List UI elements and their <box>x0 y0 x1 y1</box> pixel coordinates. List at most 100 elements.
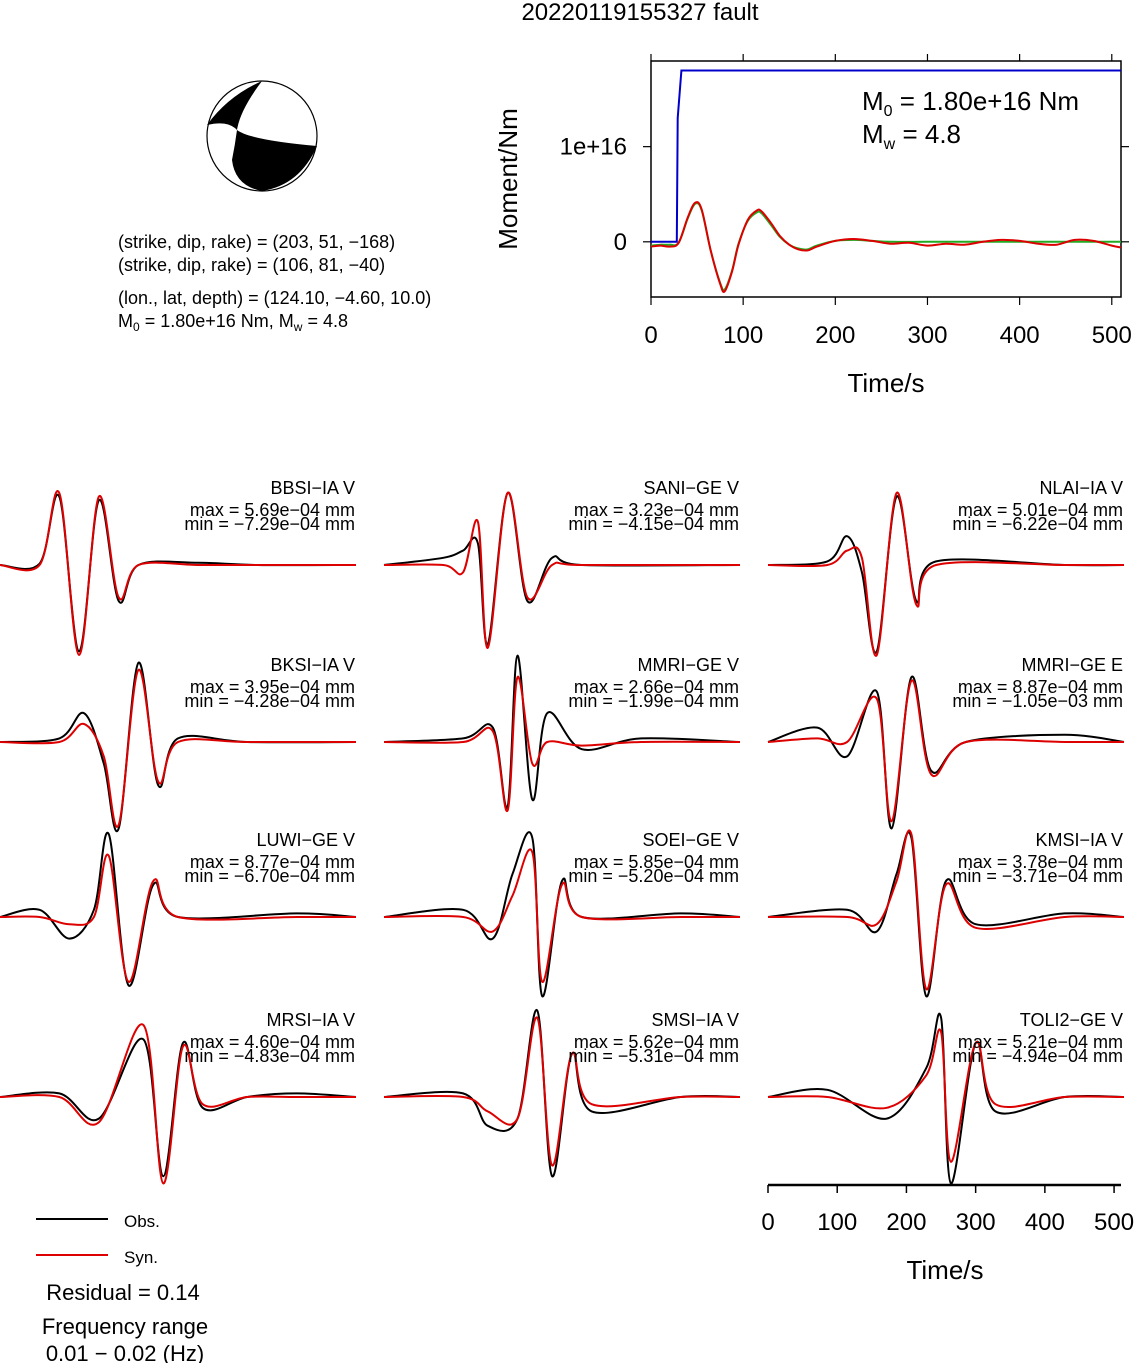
station-min: min = −4.15e−04 mm <box>568 514 739 534</box>
moment-magnitude-line: M0 = 1.80e+16 Nm, Mw = 4.8 <box>118 311 348 334</box>
station-max: max = 3.78e−04 mm <box>958 852 1123 872</box>
moment-annotation-mw: Mw = 4.8 <box>862 119 961 153</box>
syn-waveform <box>383 676 741 812</box>
moment-function-plot: 0 100 200 300 400 500 0 1e+16 Time/s Moment/Nm M0 … <box>493 54 1132 398</box>
station-min: min = −1.99e−04 mm <box>568 691 739 711</box>
station-min: min = −7.29e−04 mm <box>184 514 355 534</box>
x-tick-label: 0 <box>761 1209 774 1236</box>
station-max: max = 3.95e−04 mm <box>190 677 355 697</box>
x-tick-label: 400 <box>1025 1209 1065 1236</box>
legend-syn-label: Syn. <box>124 1248 158 1267</box>
station-max: max = 3.23e−04 mm <box>574 500 739 520</box>
station-name: BBSI−IA V <box>270 478 355 498</box>
station-max: max = 2.66e−04 mm <box>574 677 739 697</box>
x-tick-label: 500 <box>1092 322 1132 349</box>
frequency-range-value: 0.01 − 0.02 (Hz) <box>46 1341 204 1363</box>
legend-obs-label: Obs. <box>124 1212 160 1231</box>
syn-waveform <box>0 1023 356 1185</box>
station-name: KMSI−IA V <box>1035 830 1123 850</box>
frequency-range-label: Frequency range <box>42 1314 208 1339</box>
station-name: MMRI−GE E <box>1021 655 1123 675</box>
syn-waveform <box>383 848 740 983</box>
residual-label: Residual = 0.14 <box>46 1280 200 1305</box>
station-name: TOLI2−GE V <box>1020 1010 1123 1030</box>
station-name: MRSI−IA V <box>266 1010 355 1030</box>
mechanism-info: (strike, dip, rake) = (203, 51, −168) (s… <box>118 232 431 334</box>
station-name: SMSI−IA V <box>651 1010 739 1030</box>
station-max: max = 8.77e−04 mm <box>190 852 355 872</box>
station-name: BKSI−IA V <box>270 655 355 675</box>
station-min: min = −4.28e−04 mm <box>184 691 355 711</box>
station-name: SANI−GE V <box>643 478 739 498</box>
station-max: max = 4.60e−04 mm <box>190 1032 355 1052</box>
station-min: min = −4.94e−04 mm <box>952 1046 1123 1066</box>
station-name: LUWI−GE V <box>256 830 355 850</box>
x-tick-label: 500 <box>1094 1209 1134 1236</box>
x-tick-label: 300 <box>907 322 947 349</box>
obs-waveform <box>767 1013 1125 1185</box>
syn-waveform <box>767 1028 1125 1163</box>
station-name: SOEI−GE V <box>642 830 739 850</box>
strike-dip-rake-2: (strike, dip, rake) = (106, 81, −40) <box>118 255 385 275</box>
syn-waveform <box>383 1016 741 1167</box>
focal-mechanism-beachball <box>206 80 318 192</box>
y-axis-label: Moment/Nm <box>493 108 523 250</box>
moment-series-line <box>650 202 1121 292</box>
syn-waveform <box>383 491 740 649</box>
station-max: max = 5.62e−04 mm <box>574 1032 739 1052</box>
figure-title: 20220119155327 fault <box>521 0 758 26</box>
x-tick-label: 100 <box>817 1209 857 1236</box>
x-tick-label: 200 <box>815 322 855 349</box>
syn-waveform <box>767 679 1124 823</box>
syn-waveform <box>0 853 356 983</box>
station-max: max = 5.01e−04 mm <box>958 500 1123 520</box>
x-tick-label: 100 <box>723 322 763 349</box>
moment-series-line <box>651 69 1121 243</box>
x-tick-label: 400 <box>1000 322 1040 349</box>
moment-plot-frame <box>650 60 1122 298</box>
station-min: min = −6.70e−04 mm <box>184 866 355 886</box>
station-min: min = −4.83e−04 mm <box>184 1046 355 1066</box>
x-tick-label: 300 <box>956 1209 996 1236</box>
station-min: min = −5.31e−04 mm <box>568 1046 739 1066</box>
legend: Obs. Syn. Residual = 0.14 Frequency rang… <box>36 1212 208 1363</box>
syn-waveform <box>767 491 1124 657</box>
waveform-time-axis: 0 100 200 300 400 500 Time/s <box>761 1183 1134 1285</box>
y-tick-label: 0 <box>614 229 627 256</box>
station-name: NLAI−IA V <box>1039 478 1123 498</box>
x-axis-label: Time/s <box>906 1255 983 1285</box>
y-tick-label: 1e+16 <box>560 134 627 161</box>
station-max: max = 8.87e−04 mm <box>958 677 1123 697</box>
station-min: min = −1.05e−03 mm <box>952 691 1123 711</box>
x-tick-label: 200 <box>886 1209 926 1236</box>
station-max: max = 5.85e−04 mm <box>574 852 739 872</box>
station-min: min = −6.22e−04 mm <box>952 514 1123 534</box>
x-axis-label: Time/s <box>847 368 924 398</box>
station-min: min = −5.20e−04 mm <box>568 866 739 886</box>
station-max: max = 5.69e−04 mm <box>190 500 355 520</box>
station-name: MMRI−GE V <box>637 655 739 675</box>
station-max: max = 5.21e−04 mm <box>958 1032 1123 1052</box>
moment-annotation-m0: M0 = 1.80e+16 Nm <box>862 86 1079 120</box>
x-tick-label: 0 <box>644 322 657 349</box>
syn-waveform <box>0 668 356 828</box>
location-depth: (lon., lat, depth) = (124.10, −4.60, 10.… <box>118 288 431 308</box>
syn-waveform <box>767 829 1125 991</box>
syn-waveform <box>0 490 356 657</box>
station-min: min = −3.71e−04 mm <box>952 866 1123 886</box>
strike-dip-rake-1: (strike, dip, rake) = (203, 51, −168) <box>118 232 395 252</box>
